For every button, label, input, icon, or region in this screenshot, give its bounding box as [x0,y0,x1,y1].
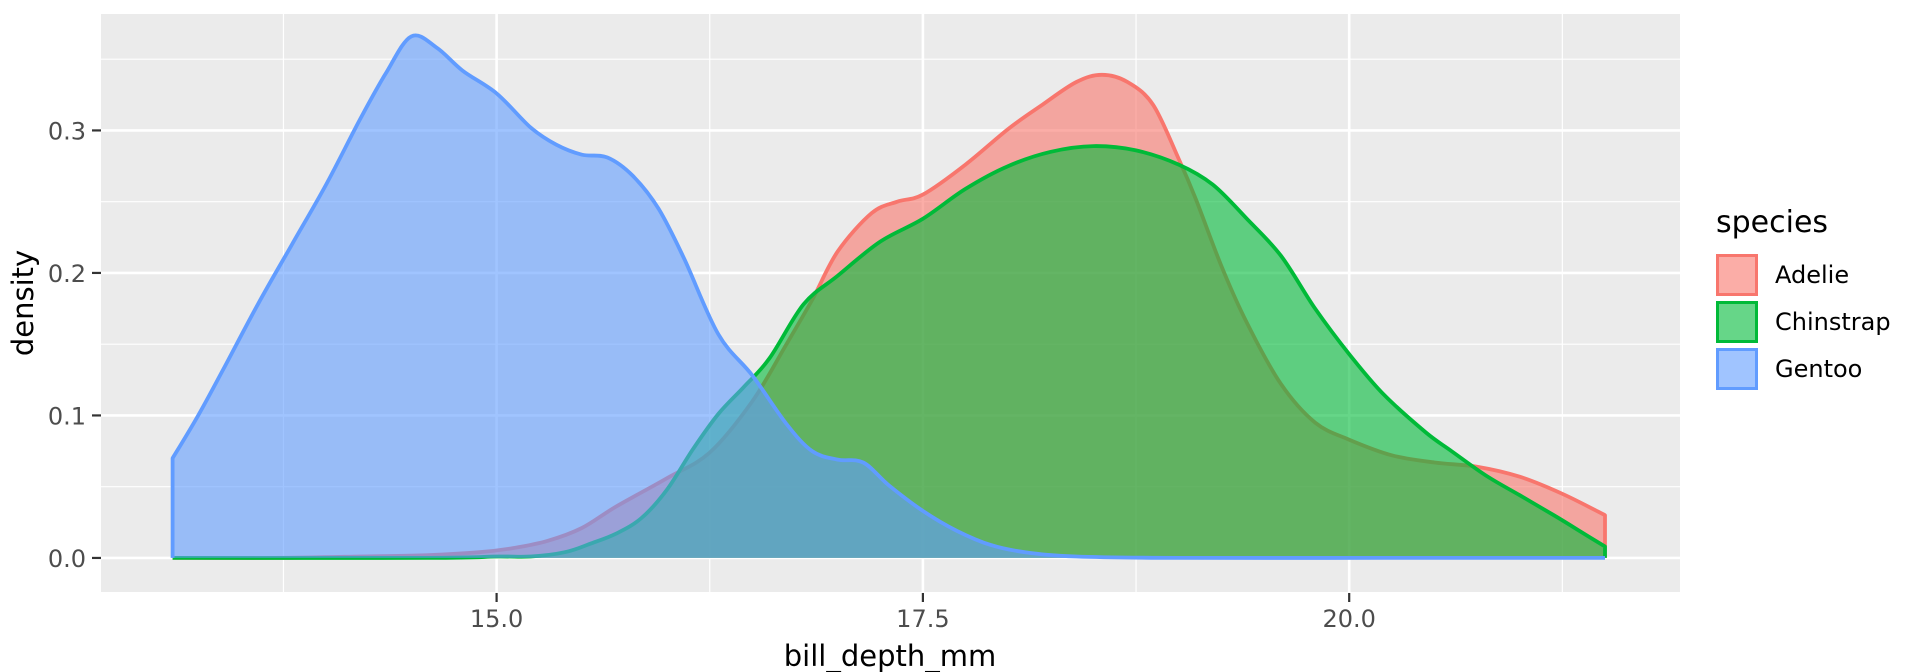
axis-tick-marks [92,129,1351,602]
density-area-chinstrap [172,146,1606,559]
x-tick-label: 20.0 [1322,605,1375,633]
chinstrap-swatch-icon [1716,300,1758,343]
y-tick-label: 0.1 [48,402,86,430]
density-area-gentoo [172,35,1606,559]
x-tick-label: 17.5 [896,605,949,633]
gentoo-swatch-icon [1716,347,1758,390]
legend-item-adelie: Adelie [1716,253,1891,296]
legend-item-gentoo: Gentoo [1716,347,1891,390]
legend-item-chinstrap: Chinstrap [1716,300,1891,343]
legend-title: species [1716,205,1829,240]
legend-label: Gentoo [1775,354,1863,383]
legend-label: Chinstrap [1775,307,1891,336]
y-tick-label: 0.0 [48,545,86,573]
y-axis-title: density [6,250,40,356]
density-areas [170,33,1607,560]
axis-tick-labels: 15.0 17.5 20.0 0.0 0.1 0.2 0.3 [48,117,1376,633]
y-tick-label: 0.3 [48,117,86,145]
density-outline-gentoo [170,33,1605,560]
x-tick-label: 15.0 [470,605,523,633]
y-tick-label: 0.2 [48,260,86,288]
x-axis-title: bill_depth_mm [784,639,997,672]
legend: species Adelie Chinstrap Gentoo [1716,205,1891,395]
adelie-swatch-icon [1716,253,1758,296]
legend-label: Adelie [1775,260,1850,289]
